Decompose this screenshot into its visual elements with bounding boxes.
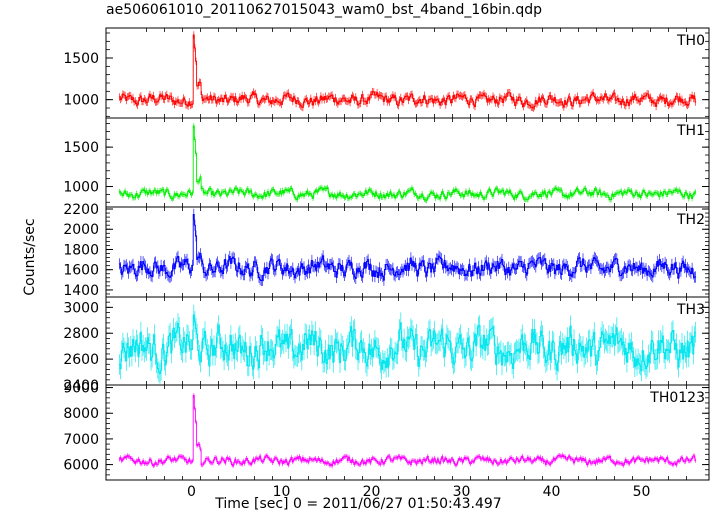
y-tick-label: 1500 [63, 51, 99, 67]
y-tick-label: 1600 [63, 263, 99, 279]
series-label-th2: TH2 [676, 212, 705, 228]
series-label-th0: TH0 [676, 33, 705, 49]
y-tick-label: 2400 [63, 378, 99, 394]
y-tick-label: 9000 [63, 381, 99, 397]
y-tick-label: 3000 [63, 300, 99, 316]
series-line-th3 [118, 314, 697, 374]
y-tick-label: 7000 [63, 432, 99, 448]
series-line-th2 [118, 213, 697, 282]
y-tick-label: 2000 [63, 222, 99, 238]
x-tick-label: 20 [363, 484, 381, 500]
series-label-th3: TH3 [676, 302, 705, 318]
y-tick-label: 2600 [63, 352, 99, 368]
panel-frame-th0123 [105, 384, 710, 481]
x-tick-label: 0 [187, 484, 196, 500]
chart-title: ae506061010_20110627015043_wam0_bst_4ban… [106, 2, 543, 18]
y-tick-label: 1800 [63, 242, 99, 258]
y-tick-label: 2200 [63, 202, 99, 218]
y-axis-label: Counts/sec [22, 218, 38, 296]
x-axis-label: Time [sec] 0 = 2011/06/27 01:50:43.497 [215, 496, 502, 512]
y-tick-label: 1400 [63, 283, 99, 299]
series-line-th1 [118, 125, 697, 201]
y-tick-label: 8000 [63, 406, 99, 422]
x-tick-label: 40 [543, 484, 561, 500]
series-line-th0123 [118, 394, 697, 467]
x-tick-label: 50 [633, 484, 651, 500]
y-tick-label: 1000 [63, 93, 99, 109]
y-tick-label: 1500 [63, 140, 99, 156]
x-tick-label: 30 [453, 484, 471, 500]
series-label-th0123: TH0123 [649, 390, 705, 406]
series-label-th1: TH1 [676, 123, 705, 139]
y-tick-label: 2800 [63, 326, 99, 342]
series-line-th0 [118, 34, 697, 109]
y-tick-label: 1000 [63, 180, 99, 196]
y-tick-label: 6000 [63, 458, 99, 474]
x-tick-label: 10 [273, 484, 291, 500]
